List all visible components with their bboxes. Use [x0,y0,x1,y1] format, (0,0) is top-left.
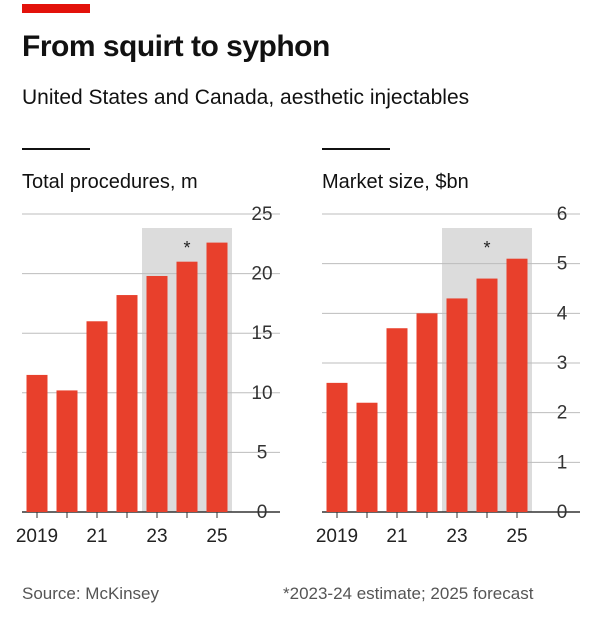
chart-title: From squirt to syphon [22,30,330,63]
y-tick-label: 0 [557,502,568,523]
x-tick-label: 23 [446,526,467,547]
bar-2025 [506,258,528,512]
x-tick-label: 23 [146,526,167,547]
x-tick-label: 21 [386,526,407,547]
bar-2021 [86,321,108,512]
bar-2024 [476,278,498,512]
y-tick-label: 15 [251,323,272,344]
y-tick-label: 5 [557,254,568,275]
x-tick-label: 25 [206,526,227,547]
brand-accent-bar [22,4,90,13]
y-tick-label: 20 [251,264,272,285]
bar-2020 [356,402,378,512]
bar-2022 [116,295,138,512]
bar-2019 [26,374,48,512]
bar-2023 [146,275,168,512]
bar-2023 [446,298,468,512]
source-note: Source: McKinsey [22,584,159,603]
panel-left-title: Total procedures, m [22,171,198,193]
chart-subtitle: United States and Canada, aesthetic inje… [22,86,470,109]
procedures-chart: * 0 5 10 15 20 25 2019 21 23 25 [16,204,280,547]
y-tick-label: 25 [251,204,272,225]
estimate-note: *2023-24 estimate; 2025 forecast [283,584,534,603]
y-tick-label: 3 [557,353,568,374]
estimate-marker: * [483,238,490,258]
y-tick-label: 4 [557,303,568,324]
y-tick-label: 2 [557,403,568,424]
bar-2021 [386,328,408,512]
x-tick-label: 25 [506,526,527,547]
estimate-marker: * [183,238,190,258]
y-tick-label: 1 [557,452,568,473]
x-tick-label: 21 [86,526,107,547]
x-tick-label: 2019 [316,526,358,547]
bar-2019 [326,382,348,512]
y-tick-label: 10 [251,383,272,404]
y-tick-label: 5 [257,442,268,463]
y-tick-label: 0 [257,502,268,523]
y-tick-label: 6 [557,204,568,225]
bar-2022 [416,313,438,512]
panel-right-title: Market size, $bn [322,171,469,193]
panel-right-rule [322,148,390,150]
x-tick-label: 2019 [16,526,58,547]
panel-left-rule [22,148,90,150]
bar-2024 [176,261,198,512]
bar-2025 [206,242,228,512]
bar-2020 [56,390,78,512]
